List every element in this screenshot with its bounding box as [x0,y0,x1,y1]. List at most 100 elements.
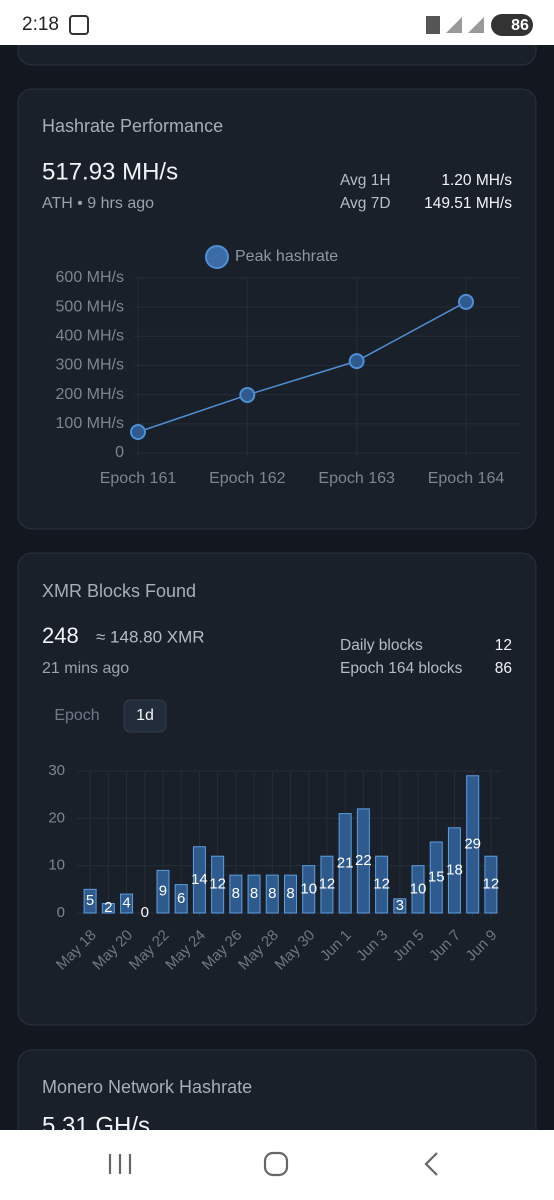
bar [447,827,461,914]
status-bar [0,0,554,45]
bar [356,808,370,914]
y-tick-label: 30 [48,762,65,779]
y-tick-label: 500 MH/s [56,298,124,315]
tab-active-bg[interactable] [123,699,167,733]
recent-apps[interactable] [108,1154,132,1174]
stat-label: Epoch 164 blocks [340,660,463,677]
data-label: 14 [191,871,208,888]
subtitle: ATH • 9 hrs ago [42,195,154,212]
bar [101,903,115,914]
subtitle: 21 mins ago [42,660,129,677]
data-label: 12 [319,876,336,893]
x-tick-label: Epoch 164 [428,470,505,487]
data-label: 3 [396,897,404,914]
data-label: 12 [483,876,500,893]
data-label: 9 [159,883,167,900]
stat-value: 1.20 MH/s [441,172,512,189]
y-tick-label: 10 [48,857,65,874]
xmr-approx: ≈ 148.80 XMR [96,627,205,646]
bar [120,893,134,914]
bar [156,869,170,914]
point [130,424,146,440]
card-title: Hashrate Performance [42,116,223,136]
data-label: 12 [209,876,226,893]
point [239,386,256,403]
bar [429,841,443,914]
bar [284,874,297,914]
point [458,293,474,310]
y-tick-label: 20 [48,809,65,826]
stat-label: Avg 7D [340,195,391,212]
bar [247,874,261,914]
bar [393,898,407,914]
bar [375,855,389,914]
card-title: Monero Network Hashrate [42,1077,252,1097]
point [348,353,365,370]
x-tick-label: Epoch 161 [100,470,177,487]
data-label: 15 [428,868,445,885]
signal-icon [446,17,462,33]
data-label: 6 [177,890,185,907]
blocks-value: 248 [42,623,79,648]
data-label: 18 [446,861,463,878]
data-label: 29 [464,835,481,852]
signal-icon [468,17,484,33]
data-label: 8 [250,885,258,902]
bar [338,813,352,914]
bar [211,855,225,914]
y-tick-label: 600 MH/s [56,269,124,286]
stat-label: Avg 1H [340,172,391,189]
bar [229,874,243,914]
y-tick-label: 200 MH/s [56,386,124,403]
data-label: 4 [122,895,130,912]
card-title: XMR Blocks Found [42,581,196,601]
battery-level: 86 [511,17,529,34]
legend-marker [205,245,229,269]
stat-label: Daily blocks [340,637,423,654]
data-label: 8 [268,885,276,902]
blocks-card [17,552,537,1026]
legend-label: Peak hashrate [235,248,338,265]
status-time: 2:18 [22,14,59,35]
data-label: 8 [232,885,240,902]
y-tick-label: 100 MH/s [56,415,124,432]
stat-value: 86 [495,660,512,677]
data-label: 0 [141,904,149,921]
stat-value: 12 [495,637,512,654]
hashrate-card [17,88,537,530]
bar [320,855,334,914]
tab[interactable]: 1d [136,707,154,724]
bar [302,865,316,914]
data-label: 8 [286,885,294,902]
x-tick-label: Epoch 163 [318,470,395,487]
tab[interactable]: Epoch [54,707,99,724]
y-tick-label: 400 MH/s [56,328,124,345]
stat-value: 149.51 MH/s [424,195,512,212]
back[interactable] [424,1152,438,1176]
bar [265,874,279,914]
x-tick-label: Epoch 162 [209,470,286,487]
battery [491,14,533,36]
data-label: 12 [373,876,390,893]
bar [174,884,188,914]
data-label: 21 [337,854,354,871]
y-tick-label: 300 MH/s [56,357,124,374]
bar [83,888,97,914]
data-label: 10 [300,880,317,897]
home[interactable] [263,1151,289,1177]
data-label: 2 [104,899,112,916]
data-label: 22 [355,852,372,869]
bar [484,855,498,914]
y-tick-label: 0 [57,904,65,921]
bar [411,865,425,914]
network-icon [426,16,440,34]
hashrate-value: 517.93 MH/s [42,158,178,185]
bar [192,846,206,914]
data-label: 10 [410,880,427,897]
status-icon [69,15,89,35]
nav-bar [0,1130,554,1200]
data-label: 5 [86,892,94,909]
line [137,301,467,433]
bar [466,775,480,914]
